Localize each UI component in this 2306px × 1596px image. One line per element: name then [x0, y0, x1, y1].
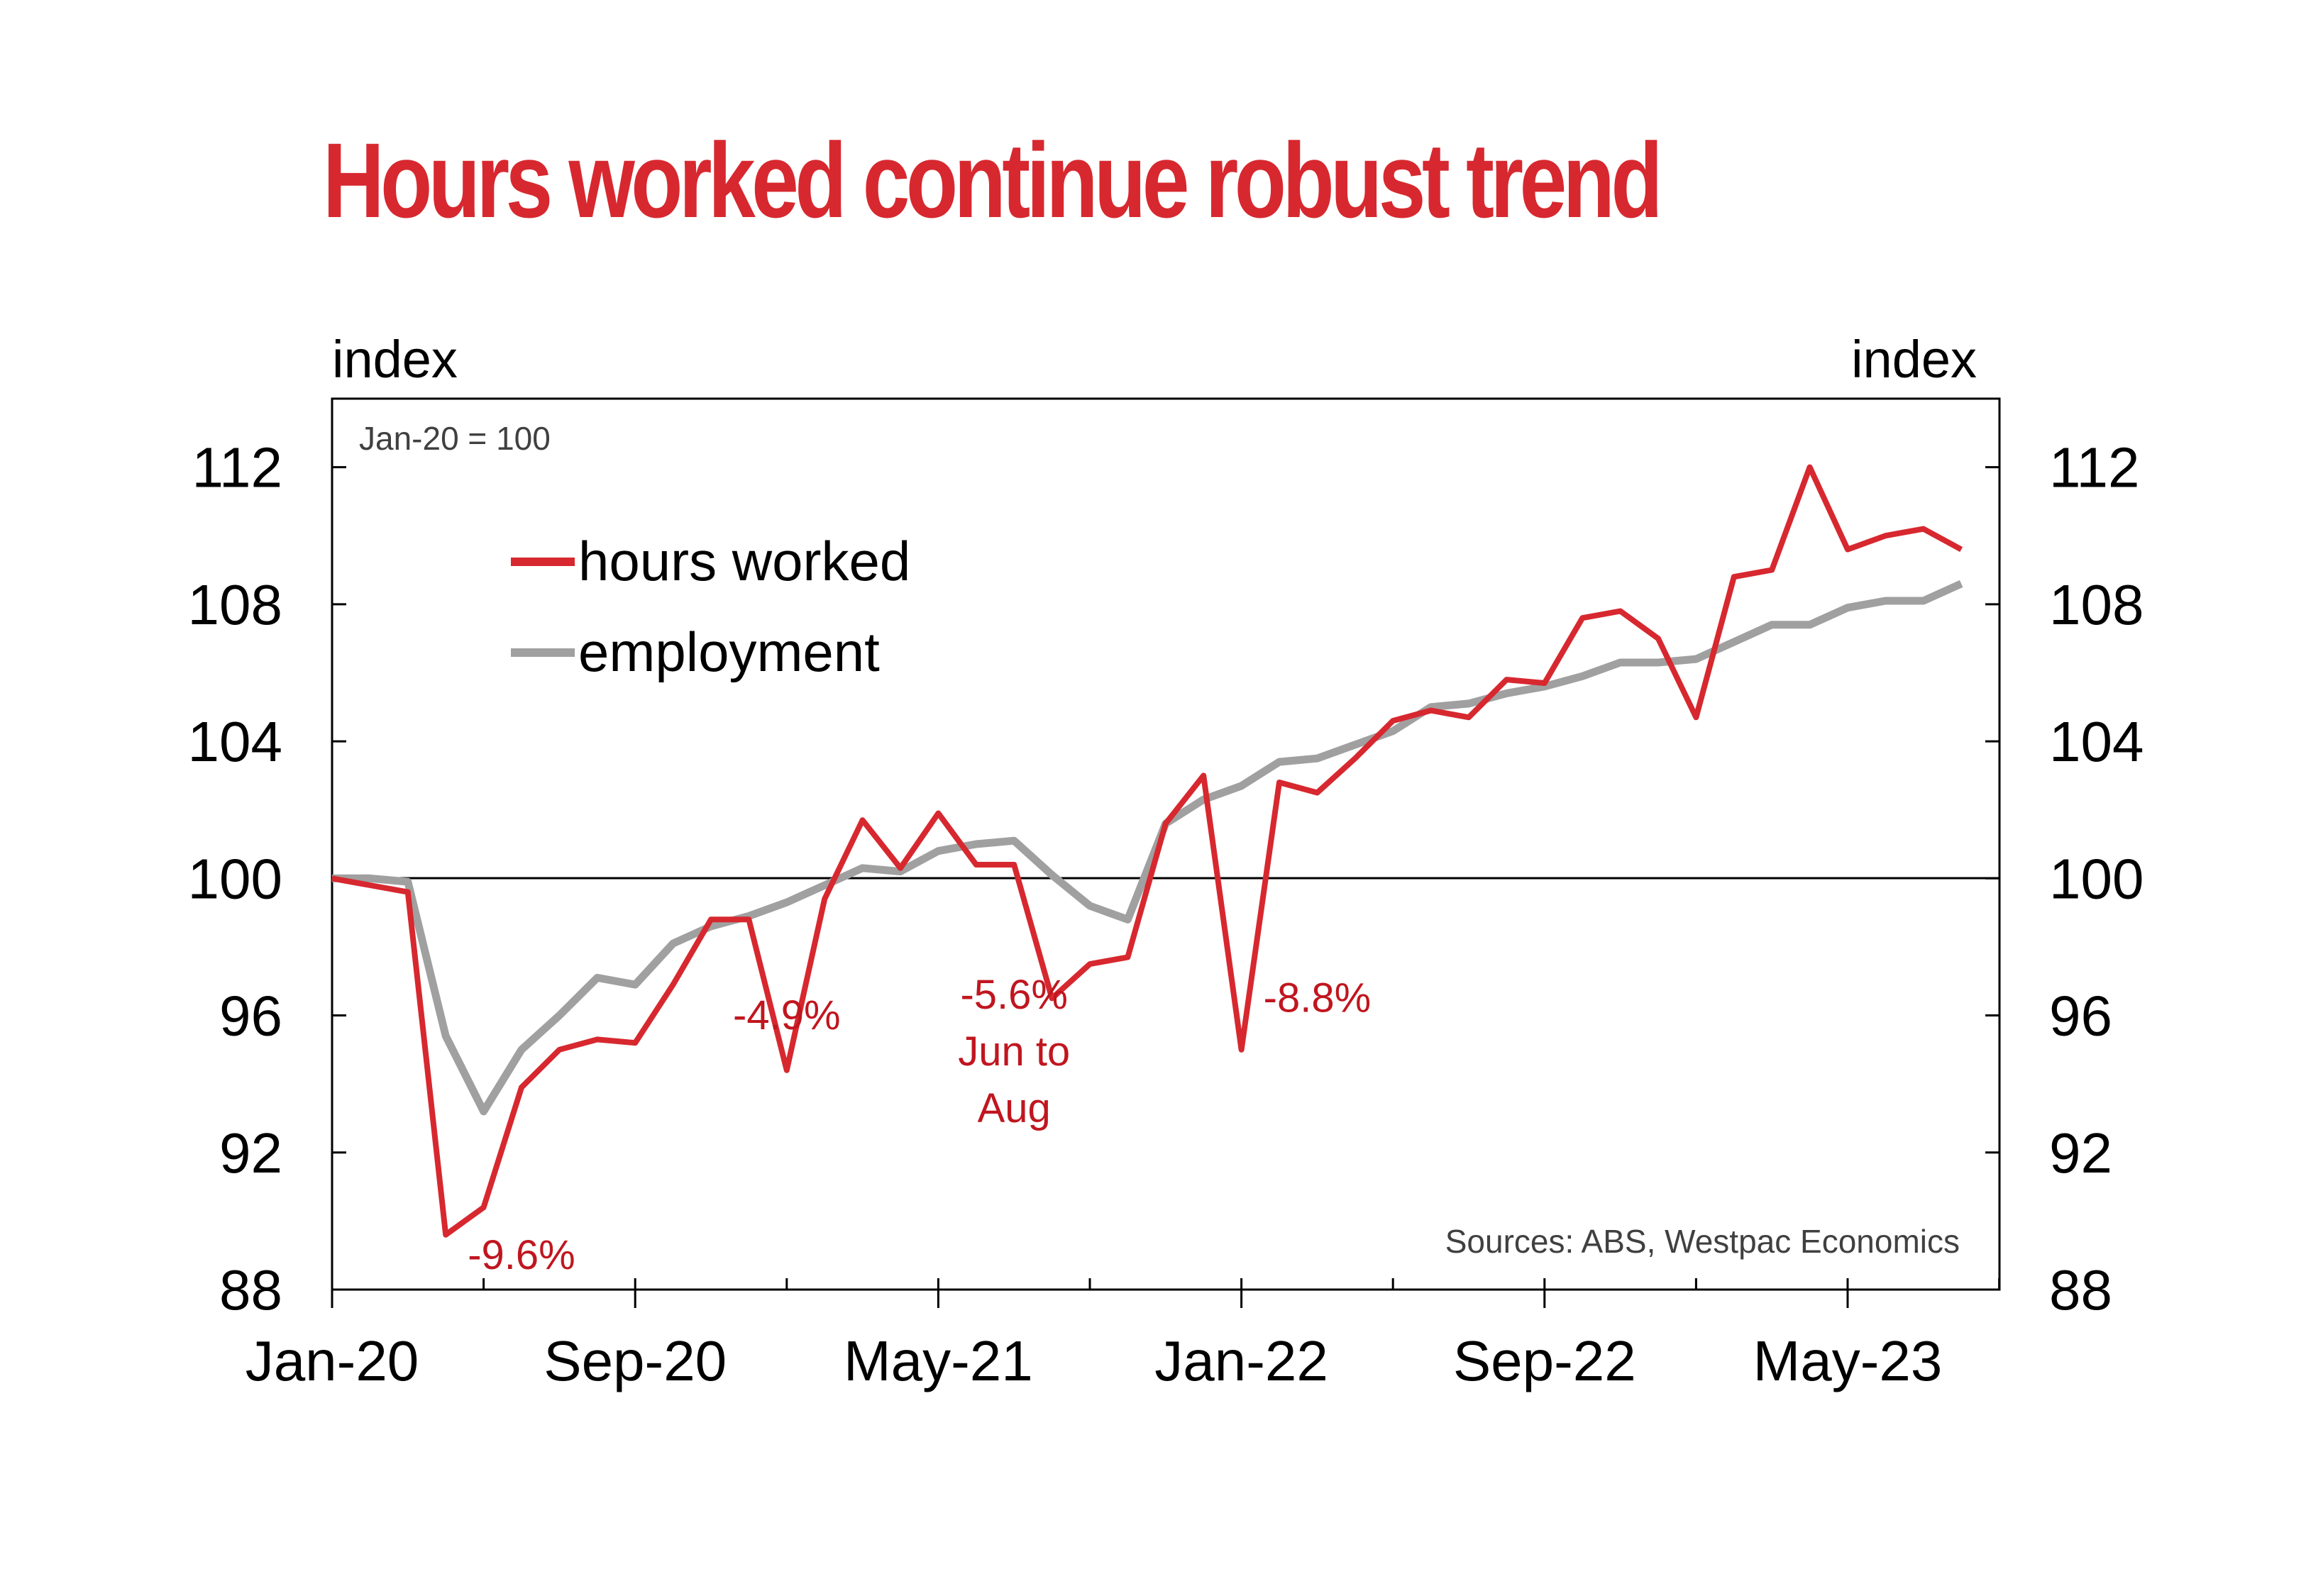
y-tick-label-left: 112	[192, 436, 282, 499]
x-tick-label: Jan-20	[246, 1329, 419, 1392]
y-tick-label-left: 92	[219, 1121, 282, 1185]
y-tick-label-left: 96	[219, 985, 282, 1048]
x-axis: Jan-20 Sep-20 May-21 Jan-22 Sep-22 May-23	[246, 1278, 2001, 1392]
annotation-delta-lockdown: Aug	[978, 1085, 1051, 1131]
annotation-delta-lockdown: Jun to	[958, 1029, 1070, 1075]
y-tick-label-right: 112	[2049, 436, 2140, 499]
series-line-employment	[332, 580, 1963, 1116]
legend-label-hours-worked: hours worked	[578, 530, 910, 592]
annotation-omicron: -8.8%	[1264, 975, 1372, 1021]
series-line-hours-worked	[331, 464, 1963, 1238]
x-tick-label: Sep-22	[1453, 1329, 1636, 1392]
y-axis-left-unit: index	[332, 330, 458, 389]
y-tick-label-right: 108	[2049, 573, 2144, 636]
x-tick-label: Sep-20	[544, 1329, 727, 1392]
annotation-first-lockdown-2021: -4.9%	[733, 992, 841, 1038]
plot-frame	[331, 397, 2001, 1291]
y-axis-right: 88 92 96 100 104 108 112	[1985, 436, 2144, 1321]
x-tick-label: May-23	[1753, 1329, 1943, 1392]
source-note: Sources: ABS, Westpac Economics	[1445, 1223, 1960, 1260]
annotation-delta-lockdown: -5.6%	[960, 972, 1068, 1018]
base-note: Jan-20 = 100	[359, 420, 551, 457]
y-tick-label-left: 104	[188, 710, 282, 773]
y-tick-label-right: 88	[2049, 1258, 2112, 1321]
y-tick-label-right: 92	[2049, 1121, 2112, 1185]
y-axis-left: 88 92 96 100 104 108 112	[188, 436, 346, 1321]
y-tick-label-left: 100	[188, 847, 282, 910]
x-tick-label: May-21	[844, 1329, 1033, 1392]
y-tick-label-right: 96	[2049, 985, 2112, 1048]
annotations: -9.6% -4.9% -5.6% Jun to Aug -8.8%	[468, 972, 1371, 1278]
y-tick-label-left: 88	[219, 1258, 282, 1321]
legend-label-employment: employment	[578, 621, 880, 683]
chart-title: Hours worked continue robust trend	[323, 121, 1663, 240]
series-layer	[331, 464, 1963, 1238]
y-tick-label-left: 108	[188, 573, 282, 636]
annotation-covid-drop: -9.6%	[468, 1232, 575, 1278]
x-tick-label: Jan-22	[1154, 1329, 1328, 1392]
y-tick-label-right: 100	[2049, 847, 2144, 910]
y-tick-label-right: 104	[2049, 710, 2144, 773]
y-axis-right-unit: index	[1851, 330, 1977, 389]
legend: hours worked employment	[511, 530, 910, 683]
